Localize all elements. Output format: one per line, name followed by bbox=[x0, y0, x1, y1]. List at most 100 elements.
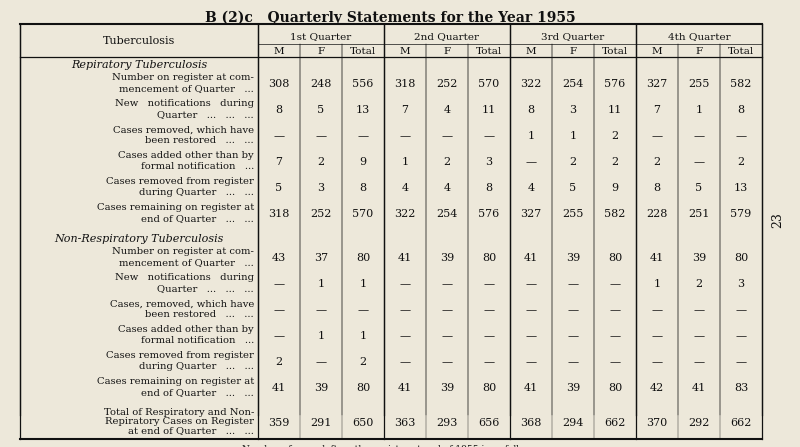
Text: 576: 576 bbox=[478, 209, 500, 219]
Text: —: — bbox=[442, 279, 453, 289]
Text: 41: 41 bbox=[272, 383, 286, 393]
Text: —: — bbox=[483, 357, 494, 367]
Text: 3: 3 bbox=[570, 105, 577, 115]
Text: 2: 2 bbox=[570, 157, 577, 167]
Text: 650: 650 bbox=[352, 417, 374, 427]
Text: 2: 2 bbox=[318, 157, 325, 167]
Text: Cases removed, which have: Cases removed, which have bbox=[113, 125, 254, 134]
Text: 2: 2 bbox=[695, 279, 702, 289]
Text: 662: 662 bbox=[604, 417, 626, 427]
Text: —: — bbox=[483, 279, 494, 289]
Text: Tuberculosis: Tuberculosis bbox=[103, 35, 175, 46]
Text: 8: 8 bbox=[738, 105, 745, 115]
Text: 39: 39 bbox=[566, 383, 580, 393]
Text: 662: 662 bbox=[730, 417, 752, 427]
Text: 255: 255 bbox=[562, 209, 584, 219]
Text: 293: 293 bbox=[436, 417, 458, 427]
Text: Total of Respiratory and Non-: Total of Respiratory and Non- bbox=[104, 408, 254, 417]
Text: —: — bbox=[315, 131, 326, 141]
Text: Total: Total bbox=[350, 47, 376, 56]
Text: 2: 2 bbox=[443, 157, 450, 167]
Text: during Quarter   ...   ...: during Quarter ... ... bbox=[139, 188, 254, 197]
Text: 8: 8 bbox=[359, 183, 366, 193]
Text: 4: 4 bbox=[402, 183, 409, 193]
Text: 327: 327 bbox=[646, 79, 668, 89]
Text: 80: 80 bbox=[482, 253, 496, 263]
Text: 2nd Quarter: 2nd Quarter bbox=[414, 32, 479, 41]
Text: 2: 2 bbox=[275, 357, 282, 367]
Text: —: — bbox=[735, 357, 746, 367]
Text: Quarter   ...   ...   ...: Quarter ... ... ... bbox=[158, 284, 254, 293]
Text: —: — bbox=[399, 305, 410, 315]
Text: F: F bbox=[443, 47, 450, 56]
Text: 1st Quarter: 1st Quarter bbox=[290, 32, 352, 41]
Text: —: — bbox=[735, 131, 746, 141]
Text: 80: 80 bbox=[356, 253, 370, 263]
Text: 255: 255 bbox=[688, 79, 710, 89]
Text: 2: 2 bbox=[654, 157, 661, 167]
Text: 4: 4 bbox=[527, 183, 534, 193]
Text: 1: 1 bbox=[695, 105, 702, 115]
Text: 7: 7 bbox=[402, 105, 409, 115]
Text: formal notification   ...: formal notification ... bbox=[141, 336, 254, 345]
Text: 11: 11 bbox=[608, 105, 622, 115]
Text: 4: 4 bbox=[443, 183, 450, 193]
Text: —: — bbox=[651, 357, 662, 367]
Text: 2: 2 bbox=[359, 357, 366, 367]
Text: —: — bbox=[526, 305, 537, 315]
Text: —: — bbox=[442, 131, 453, 141]
Text: 318: 318 bbox=[268, 209, 290, 219]
Text: 1: 1 bbox=[570, 131, 577, 141]
Text: 322: 322 bbox=[394, 209, 416, 219]
Text: 248: 248 bbox=[310, 79, 332, 89]
Text: 37: 37 bbox=[314, 253, 328, 263]
Text: —: — bbox=[651, 131, 662, 141]
Text: Number on register at com-: Number on register at com- bbox=[112, 73, 254, 82]
Text: —: — bbox=[694, 157, 705, 167]
Text: 1: 1 bbox=[654, 279, 661, 289]
Text: —: — bbox=[399, 357, 410, 367]
Text: —: — bbox=[567, 331, 578, 341]
Text: Number on register at com-: Number on register at com- bbox=[112, 247, 254, 256]
Text: 359: 359 bbox=[268, 417, 290, 427]
Text: 41: 41 bbox=[398, 383, 412, 393]
Text: 41: 41 bbox=[524, 383, 538, 393]
Text: 292: 292 bbox=[688, 417, 710, 427]
Text: —: — bbox=[399, 131, 410, 141]
Text: 39: 39 bbox=[692, 253, 706, 263]
Text: 43: 43 bbox=[272, 253, 286, 263]
Text: 2: 2 bbox=[738, 157, 745, 167]
Text: —: — bbox=[399, 331, 410, 341]
Text: M: M bbox=[526, 47, 536, 56]
Text: end of Quarter   ...   ...: end of Quarter ... ... bbox=[142, 388, 254, 396]
Text: —: — bbox=[526, 157, 537, 167]
Text: Cases remaining on register at: Cases remaining on register at bbox=[97, 203, 254, 212]
Text: 8: 8 bbox=[527, 105, 534, 115]
Text: —: — bbox=[651, 331, 662, 341]
Text: Non-Respiratory Tuberculosis: Non-Respiratory Tuberculosis bbox=[54, 233, 224, 244]
Text: —: — bbox=[526, 331, 537, 341]
Text: —: — bbox=[735, 331, 746, 341]
Text: New   notifications   during: New notifications during bbox=[115, 273, 254, 283]
Text: Cases remaining on register at: Cases remaining on register at bbox=[97, 377, 254, 386]
Text: 7: 7 bbox=[654, 105, 661, 115]
Text: Total: Total bbox=[602, 47, 628, 56]
Text: 582: 582 bbox=[604, 209, 626, 219]
Text: 252: 252 bbox=[310, 209, 332, 219]
Text: F: F bbox=[695, 47, 702, 56]
Text: 1: 1 bbox=[359, 279, 366, 289]
Text: 322: 322 bbox=[520, 79, 542, 89]
Text: —: — bbox=[694, 331, 705, 341]
Text: 41: 41 bbox=[692, 383, 706, 393]
Text: 41: 41 bbox=[398, 253, 412, 263]
Text: —: — bbox=[274, 279, 285, 289]
Text: Cases added other than by: Cases added other than by bbox=[118, 151, 254, 160]
Text: 228: 228 bbox=[646, 209, 668, 219]
Text: —: — bbox=[483, 331, 494, 341]
Text: —: — bbox=[694, 131, 705, 141]
Text: 570: 570 bbox=[352, 209, 374, 219]
Text: Repiratory Cases on Register: Repiratory Cases on Register bbox=[105, 417, 254, 426]
Text: 252: 252 bbox=[436, 79, 458, 89]
Text: been restored   ...   ...: been restored ... ... bbox=[146, 136, 254, 145]
Text: —: — bbox=[735, 305, 746, 315]
